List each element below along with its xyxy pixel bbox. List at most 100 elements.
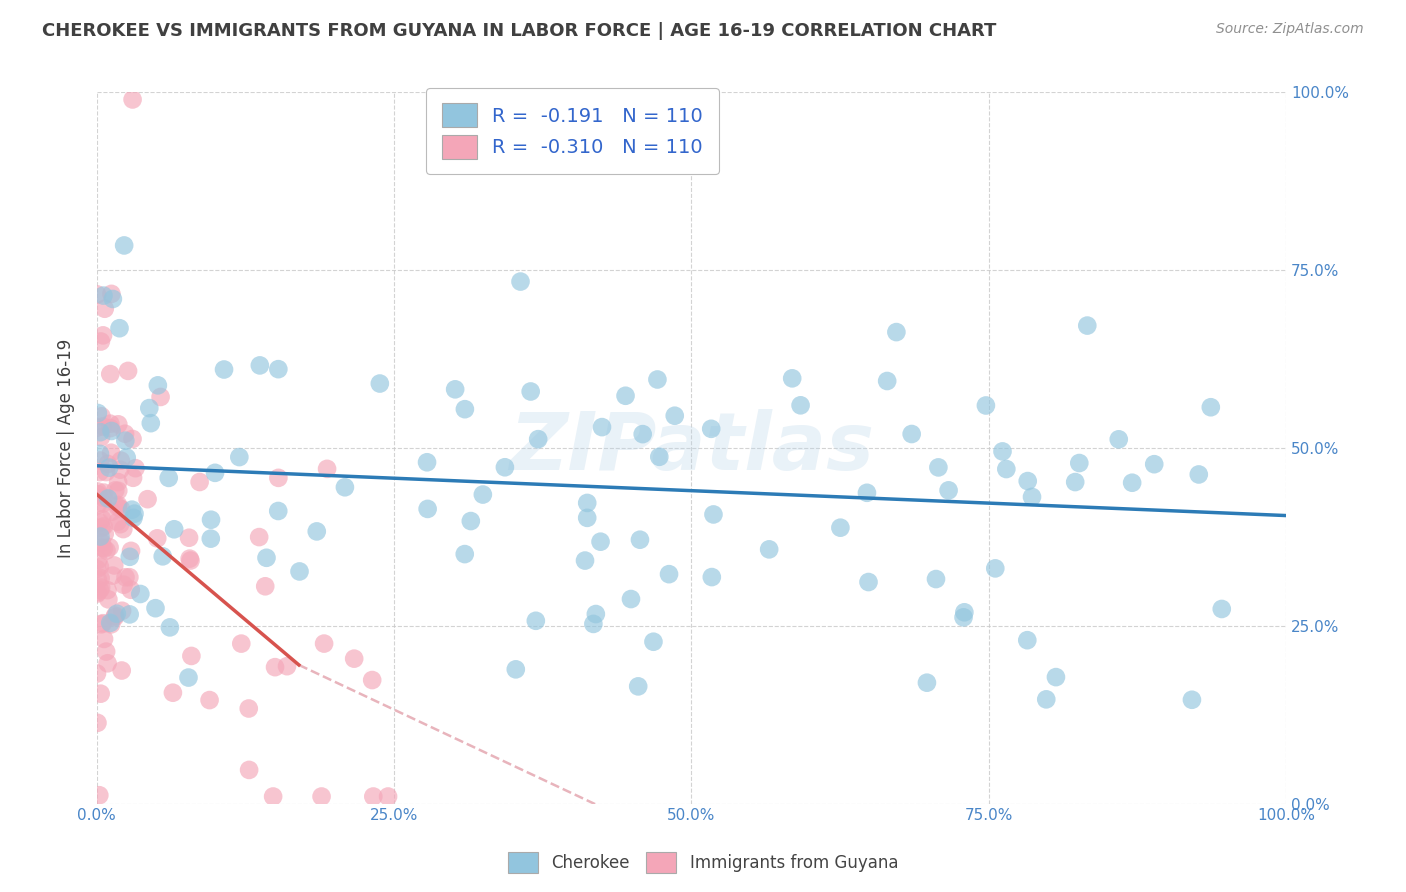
Point <box>96 583 118 598</box>
Point <box>995 462 1018 476</box>
Point <box>264 660 287 674</box>
Point <box>112 578 135 592</box>
Point <box>107 498 129 512</box>
Point <box>1069 456 1091 470</box>
Point <box>86 420 108 434</box>
Point <box>108 321 131 335</box>
Point <box>509 275 531 289</box>
Point <box>343 651 366 665</box>
Point <box>118 570 141 584</box>
Point <box>305 524 328 539</box>
Point <box>416 502 439 516</box>
Point <box>94 644 117 658</box>
Point <box>110 502 132 516</box>
Point <box>212 362 235 376</box>
Point <box>91 512 114 526</box>
Point <box>107 475 129 489</box>
Point <box>238 763 260 777</box>
Point <box>664 409 686 423</box>
Point <box>180 648 202 663</box>
Point <box>249 359 271 373</box>
Point <box>631 427 654 442</box>
Point <box>444 382 467 396</box>
Point <box>93 288 115 302</box>
Point <box>89 530 111 544</box>
Point <box>648 450 671 464</box>
Point <box>93 632 115 646</box>
Point <box>146 378 169 392</box>
Point <box>90 521 112 535</box>
Point <box>152 549 174 564</box>
Point <box>89 465 111 479</box>
Point <box>120 582 142 597</box>
Point <box>93 519 115 533</box>
Point <box>89 425 111 440</box>
Point <box>89 789 111 803</box>
Point <box>90 409 112 424</box>
Point <box>177 531 200 545</box>
Point <box>316 462 339 476</box>
Text: ZIPatlas: ZIPatlas <box>509 409 875 487</box>
Point <box>93 301 115 316</box>
Point <box>620 592 643 607</box>
Point <box>574 553 596 567</box>
Point <box>114 426 136 441</box>
Point <box>97 491 120 506</box>
Point <box>1017 633 1039 648</box>
Point <box>454 402 477 417</box>
Point <box>198 693 221 707</box>
Point <box>1017 474 1039 488</box>
Point <box>368 376 391 391</box>
Point <box>614 389 637 403</box>
Point <box>262 789 284 804</box>
Point <box>90 535 112 549</box>
Point <box>1108 432 1130 446</box>
Point <box>288 565 311 579</box>
Point <box>576 496 599 510</box>
Point <box>228 450 250 464</box>
Point <box>91 616 114 631</box>
Point <box>780 371 803 385</box>
Point <box>145 601 167 615</box>
Point <box>89 447 111 461</box>
Point <box>700 570 723 584</box>
Point <box>121 432 143 446</box>
Point <box>86 586 108 600</box>
Point <box>97 457 120 471</box>
Point <box>100 286 122 301</box>
Point <box>927 460 949 475</box>
Point <box>91 328 114 343</box>
Point <box>311 789 333 804</box>
Point <box>454 547 477 561</box>
Point <box>90 687 112 701</box>
Point <box>576 511 599 525</box>
Point <box>110 517 132 532</box>
Point <box>101 292 124 306</box>
Point <box>591 420 613 434</box>
Legend: Cherokee, Immigrants from Guyana: Cherokee, Immigrants from Guyana <box>501 846 905 880</box>
Point <box>112 238 135 252</box>
Point <box>107 483 129 498</box>
Point <box>585 607 607 621</box>
Point <box>1199 401 1222 415</box>
Point <box>111 664 134 678</box>
Point <box>114 570 136 584</box>
Point <box>86 715 108 730</box>
Point <box>333 480 356 494</box>
Point <box>647 372 669 386</box>
Point <box>100 617 122 632</box>
Point <box>122 471 145 485</box>
Point <box>1143 457 1166 471</box>
Point <box>361 673 384 687</box>
Point <box>830 521 852 535</box>
Point <box>858 575 880 590</box>
Point <box>984 561 1007 575</box>
Point <box>146 531 169 545</box>
Point <box>101 568 124 582</box>
Point <box>238 701 260 715</box>
Point <box>915 675 938 690</box>
Point <box>107 515 129 529</box>
Point <box>991 444 1014 458</box>
Point <box>658 567 681 582</box>
Point <box>789 398 811 412</box>
